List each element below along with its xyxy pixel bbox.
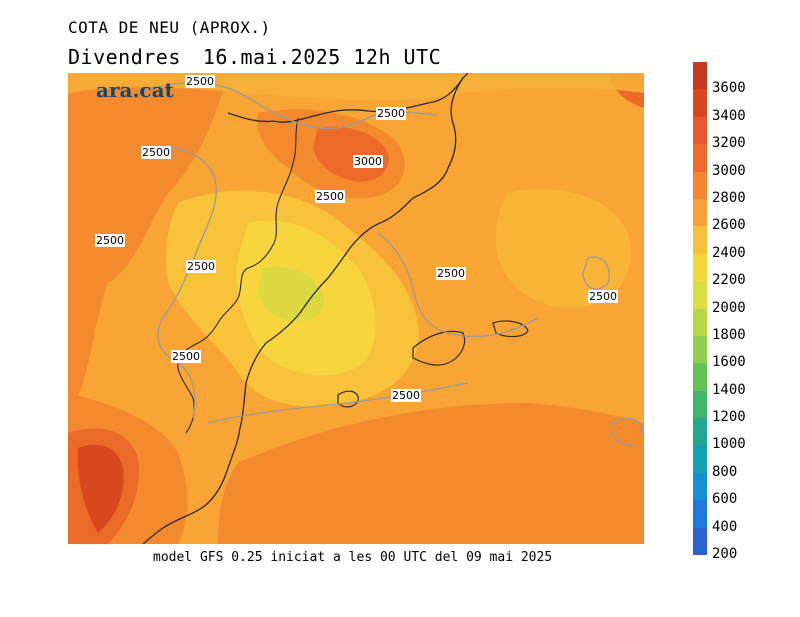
contour-label: 2500 (141, 146, 171, 159)
svg-text:2500: 2500 (377, 107, 405, 120)
legend-swatch (693, 116, 707, 145)
svg-text:2500: 2500 (172, 350, 200, 363)
map-subtitle: Divendres 16.mai.2025 12h UTC (68, 45, 441, 69)
contour-label: 2500 (171, 350, 201, 363)
legend-swatch (693, 89, 707, 118)
legend-label: 600 (712, 491, 738, 508)
svg-text:2500: 2500 (589, 290, 617, 303)
legend-swatch (693, 308, 707, 337)
legend-swatch (693, 171, 707, 200)
legend-swatch (693, 335, 707, 364)
ara-cat-logo: ara.cat (96, 78, 174, 102)
legend-swatch (693, 62, 707, 90)
island-menorca (492, 320, 529, 338)
legend-label: 2800 (712, 189, 746, 206)
legend-swatch (693, 472, 707, 501)
snow-level-map: 2500 2500 2500 3000 2500 2500 2500 2500 … (68, 73, 644, 544)
contour-label: 2500 (391, 389, 421, 402)
hottest-zone-southwest (77, 444, 124, 533)
warm-zone-south (218, 403, 644, 544)
svg-text:2500: 2500 (186, 75, 214, 88)
hot-zone-pyrenees (313, 126, 389, 182)
border-france-spain (227, 73, 469, 123)
legend-swatch (693, 281, 707, 309)
contour-label: 2500 (588, 290, 618, 303)
svg-text:2500: 2500 (142, 146, 170, 159)
svg-text:2500: 2500 (316, 190, 344, 203)
svg-text:2500: 2500 (392, 389, 420, 402)
legend-label: 1800 (712, 326, 746, 343)
legend-label: 400 (712, 518, 738, 535)
island-ibiza (337, 390, 359, 408)
svg-text:3000: 3000 (354, 155, 382, 168)
contour-label: 2500 (376, 107, 406, 120)
legend-label: 1400 (712, 381, 746, 398)
forecast-day: Divendres (68, 45, 181, 69)
legend-swatch (693, 390, 707, 419)
legend-swatch (693, 144, 707, 173)
legend-swatch (693, 527, 707, 556)
svg-text:2500: 2500 (187, 260, 215, 273)
legend-label: 1000 (712, 436, 746, 453)
forecast-datetime: 16.mai.2025 12h UTC (202, 45, 442, 69)
legend-label: 3400 (712, 107, 746, 124)
legend-label: 3200 (712, 135, 746, 152)
legend-label: 1200 (712, 409, 746, 426)
legend-swatch (693, 253, 707, 282)
map-title: COTA DE NEU (APROX.) (68, 18, 271, 37)
border-portugal-spain (177, 117, 299, 434)
legend-label: 2600 (712, 217, 746, 234)
legend-swatch (693, 445, 707, 474)
east-coastline (142, 77, 464, 544)
svg-text:2500: 2500 (437, 267, 465, 280)
legend-swatch (693, 226, 707, 255)
warm-zone-west (68, 73, 228, 413)
cool-zone-east (496, 189, 631, 309)
contour-2500-south (207, 382, 469, 424)
legend-label: 800 (712, 463, 738, 480)
contour-label: 2500 (185, 75, 215, 88)
contour-2500-southeast (611, 417, 644, 446)
legend-label: 2400 (712, 244, 746, 261)
contour-label: 2500 (436, 267, 466, 280)
green-zone-interior (258, 266, 324, 322)
model-run-info: model GFS 0.25 iniciat a les 00 UTC del … (153, 550, 553, 565)
legend-label: 3000 (712, 162, 746, 179)
legend-swatch (693, 500, 707, 529)
legend-label: 1600 (712, 354, 746, 371)
legend-label: 3600 (712, 80, 746, 97)
contour-2500-sea-loop (582, 256, 610, 290)
legend-swatch (693, 418, 707, 446)
legend-label: 2200 (712, 272, 746, 289)
contour-label: 2500 (95, 234, 125, 247)
color-scale-legend (693, 62, 707, 556)
contour-label: 2500 (186, 260, 216, 273)
legend-label: 2000 (712, 299, 746, 316)
svg-text:2500: 2500 (96, 234, 124, 247)
contour-2500-east (377, 232, 539, 338)
legend-label: 200 (712, 546, 738, 562)
island-mallorca (412, 330, 466, 366)
legend-swatch (693, 363, 707, 392)
legend-swatch (693, 198, 707, 227)
contour-label-peak: 3000 (353, 155, 383, 168)
contour-label: 2500 (315, 190, 345, 203)
